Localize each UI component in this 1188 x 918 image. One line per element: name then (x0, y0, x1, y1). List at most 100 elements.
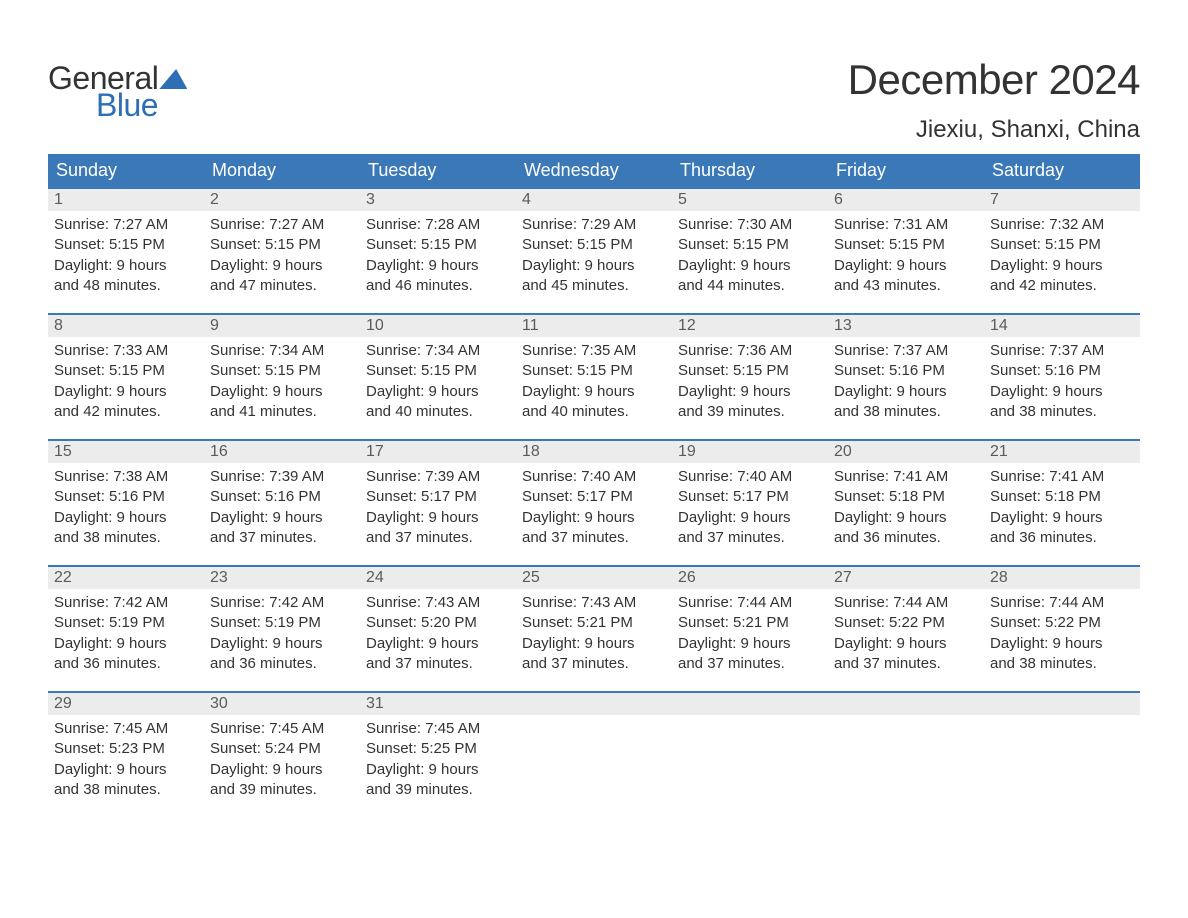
day-content: Sunrise: 7:40 AMSunset: 5:17 PMDaylight:… (672, 463, 828, 548)
day-sunrise: Sunrise: 7:42 AM (54, 593, 198, 613)
day-sunset: Sunset: 5:15 PM (54, 235, 198, 255)
day-cell: 31Sunrise: 7:45 AMSunset: 5:25 PMDayligh… (360, 693, 516, 803)
day-sunset: Sunset: 5:25 PM (366, 739, 510, 759)
day-d1: Daylight: 9 hours (366, 508, 510, 528)
day-sunrise: Sunrise: 7:41 AM (990, 467, 1134, 487)
day-d2: and 44 minutes. (678, 276, 822, 296)
weeks-container: 1Sunrise: 7:27 AMSunset: 5:15 PMDaylight… (48, 187, 1140, 803)
day-cell: 8Sunrise: 7:33 AMSunset: 5:15 PMDaylight… (48, 315, 204, 425)
weekday-header: Saturday (984, 154, 1140, 187)
day-content: Sunrise: 7:37 AMSunset: 5:16 PMDaylight:… (828, 337, 984, 422)
day-d2: and 40 minutes. (522, 402, 666, 422)
day-sunset: Sunset: 5:18 PM (834, 487, 978, 507)
day-cell: 18Sunrise: 7:40 AMSunset: 5:17 PMDayligh… (516, 441, 672, 551)
day-sunset: Sunset: 5:15 PM (210, 361, 354, 381)
day-number: 30 (204, 693, 360, 715)
day-sunrise: Sunrise: 7:45 AM (366, 719, 510, 739)
week-row: 8Sunrise: 7:33 AMSunset: 5:15 PMDaylight… (48, 313, 1140, 425)
day-sunrise: Sunrise: 7:37 AM (834, 341, 978, 361)
day-sunrise: Sunrise: 7:28 AM (366, 215, 510, 235)
day-cell: 14Sunrise: 7:37 AMSunset: 5:16 PMDayligh… (984, 315, 1140, 425)
day-d2: and 39 minutes. (678, 402, 822, 422)
day-d1: Daylight: 9 hours (834, 382, 978, 402)
day-content: Sunrise: 7:27 AMSunset: 5:15 PMDaylight:… (48, 211, 204, 296)
day-d1: Daylight: 9 hours (522, 256, 666, 276)
day-content: Sunrise: 7:42 AMSunset: 5:19 PMDaylight:… (204, 589, 360, 674)
day-number: 1 (48, 189, 204, 211)
day-sunset: Sunset: 5:15 PM (834, 235, 978, 255)
day-sunrise: Sunrise: 7:39 AM (366, 467, 510, 487)
day-sunset: Sunset: 5:21 PM (678, 613, 822, 633)
day-number: 13 (828, 315, 984, 337)
empty-day-cell (828, 693, 984, 803)
day-d2: and 37 minutes. (522, 654, 666, 674)
day-number: 27 (828, 567, 984, 589)
day-content: Sunrise: 7:32 AMSunset: 5:15 PMDaylight:… (984, 211, 1140, 296)
day-sunset: Sunset: 5:15 PM (366, 361, 510, 381)
day-d1: Daylight: 9 hours (366, 382, 510, 402)
day-sunrise: Sunrise: 7:27 AM (210, 215, 354, 235)
day-sunrise: Sunrise: 7:44 AM (678, 593, 822, 613)
day-number: 4 (516, 189, 672, 211)
day-content: Sunrise: 7:36 AMSunset: 5:15 PMDaylight:… (672, 337, 828, 422)
month-title: December 2024 (848, 56, 1140, 104)
day-d1: Daylight: 9 hours (990, 382, 1134, 402)
logo-flag-icon (159, 69, 187, 89)
day-cell: 10Sunrise: 7:34 AMSunset: 5:15 PMDayligh… (360, 315, 516, 425)
day-d1: Daylight: 9 hours (210, 760, 354, 780)
day-sunrise: Sunrise: 7:45 AM (210, 719, 354, 739)
day-d1: Daylight: 9 hours (522, 382, 666, 402)
day-sunrise: Sunrise: 7:34 AM (210, 341, 354, 361)
day-content: Sunrise: 7:45 AMSunset: 5:25 PMDaylight:… (360, 715, 516, 800)
day-number: 26 (672, 567, 828, 589)
day-cell: 4Sunrise: 7:29 AMSunset: 5:15 PMDaylight… (516, 189, 672, 299)
day-number: 2 (204, 189, 360, 211)
day-cell: 22Sunrise: 7:42 AMSunset: 5:19 PMDayligh… (48, 567, 204, 677)
day-cell: 16Sunrise: 7:39 AMSunset: 5:16 PMDayligh… (204, 441, 360, 551)
day-d1: Daylight: 9 hours (678, 508, 822, 528)
weekday-header: Tuesday (360, 154, 516, 187)
day-cell: 27Sunrise: 7:44 AMSunset: 5:22 PMDayligh… (828, 567, 984, 677)
day-d2: and 38 minutes. (990, 654, 1134, 674)
day-cell: 13Sunrise: 7:37 AMSunset: 5:16 PMDayligh… (828, 315, 984, 425)
day-sunset: Sunset: 5:17 PM (678, 487, 822, 507)
day-d1: Daylight: 9 hours (366, 760, 510, 780)
day-sunrise: Sunrise: 7:42 AM (210, 593, 354, 613)
day-d1: Daylight: 9 hours (366, 256, 510, 276)
day-d1: Daylight: 9 hours (678, 256, 822, 276)
day-content: Sunrise: 7:34 AMSunset: 5:15 PMDaylight:… (360, 337, 516, 422)
day-cell: 28Sunrise: 7:44 AMSunset: 5:22 PMDayligh… (984, 567, 1140, 677)
day-sunrise: Sunrise: 7:27 AM (54, 215, 198, 235)
empty-day-number (984, 693, 1140, 715)
day-content: Sunrise: 7:45 AMSunset: 5:23 PMDaylight:… (48, 715, 204, 800)
day-sunset: Sunset: 5:17 PM (366, 487, 510, 507)
day-content: Sunrise: 7:27 AMSunset: 5:15 PMDaylight:… (204, 211, 360, 296)
day-sunrise: Sunrise: 7:41 AM (834, 467, 978, 487)
week-row: 29Sunrise: 7:45 AMSunset: 5:23 PMDayligh… (48, 691, 1140, 803)
day-d1: Daylight: 9 hours (54, 634, 198, 654)
day-sunset: Sunset: 5:19 PM (210, 613, 354, 633)
day-d2: and 37 minutes. (522, 528, 666, 548)
day-cell: 5Sunrise: 7:30 AMSunset: 5:15 PMDaylight… (672, 189, 828, 299)
day-cell: 15Sunrise: 7:38 AMSunset: 5:16 PMDayligh… (48, 441, 204, 551)
day-d1: Daylight: 9 hours (678, 382, 822, 402)
day-sunset: Sunset: 5:15 PM (678, 361, 822, 381)
day-content: Sunrise: 7:31 AMSunset: 5:15 PMDaylight:… (828, 211, 984, 296)
empty-day-cell (672, 693, 828, 803)
day-d2: and 36 minutes. (54, 654, 198, 674)
day-cell: 21Sunrise: 7:41 AMSunset: 5:18 PMDayligh… (984, 441, 1140, 551)
day-sunset: Sunset: 5:16 PM (834, 361, 978, 381)
day-content: Sunrise: 7:43 AMSunset: 5:21 PMDaylight:… (516, 589, 672, 674)
day-d2: and 42 minutes. (54, 402, 198, 422)
day-cell: 9Sunrise: 7:34 AMSunset: 5:15 PMDaylight… (204, 315, 360, 425)
day-d1: Daylight: 9 hours (834, 634, 978, 654)
title-block: December 2024 Jiexiu, Shanxi, China (848, 56, 1140, 144)
day-content: Sunrise: 7:41 AMSunset: 5:18 PMDaylight:… (984, 463, 1140, 548)
day-number: 28 (984, 567, 1140, 589)
day-cell: 6Sunrise: 7:31 AMSunset: 5:15 PMDaylight… (828, 189, 984, 299)
day-sunset: Sunset: 5:15 PM (522, 235, 666, 255)
day-cell: 25Sunrise: 7:43 AMSunset: 5:21 PMDayligh… (516, 567, 672, 677)
day-d2: and 43 minutes. (834, 276, 978, 296)
day-d1: Daylight: 9 hours (54, 760, 198, 780)
day-d1: Daylight: 9 hours (210, 508, 354, 528)
